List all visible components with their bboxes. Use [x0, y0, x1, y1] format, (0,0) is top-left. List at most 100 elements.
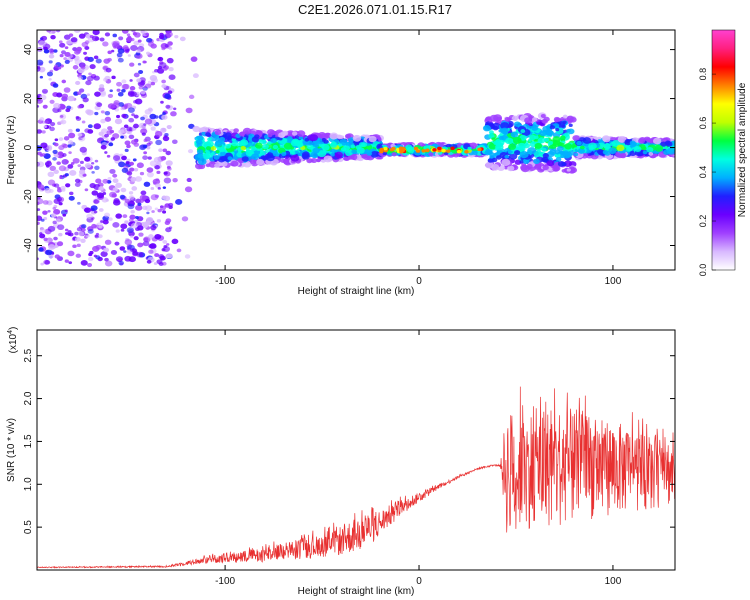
heatmap-cell: [60, 119, 67, 125]
heatmap-cell: [44, 260, 51, 265]
heatmap-cell: [553, 164, 559, 169]
heatmap-cell: [82, 173, 87, 177]
heatmap-cell: [98, 86, 105, 92]
heatmap-cell: [498, 135, 504, 140]
heatmap-cell: [116, 114, 121, 119]
heatmap-cell: [119, 153, 124, 157]
heatmap-cell: [564, 143, 573, 150]
heatmap-cell: [225, 132, 232, 138]
heatmap-cell: [91, 161, 95, 165]
heatmap-cell: [136, 49, 142, 54]
heatmap-cell: [129, 62, 135, 67]
heatmap-cell: [547, 140, 554, 146]
heatmap-cell: [46, 125, 52, 129]
heatmap-cell: [151, 210, 155, 213]
heatmap-cell: [100, 118, 106, 124]
heatmap-cell: [165, 218, 172, 223]
heatmap-cell: [74, 236, 81, 242]
heatmap-cell: [272, 144, 279, 150]
heatmap-cell: [132, 158, 137, 162]
heatmap-cell: [205, 146, 211, 151]
heatmap-cell: [100, 251, 108, 257]
heatmap-cell: [164, 93, 172, 99]
heatmap-cell: [467, 146, 472, 151]
heatmap-cell: [428, 152, 434, 157]
heatmap-cell: [519, 151, 529, 159]
heatmap-cell: [61, 143, 67, 148]
heatmap-cell: [48, 244, 56, 250]
heatmap-cell: [121, 30, 129, 34]
heatmap-cell: [174, 34, 179, 39]
heatmap-cell: [201, 153, 210, 160]
heatmap-cell: [64, 46, 69, 50]
heatmap-cell: [135, 204, 143, 211]
heatmap-cell: [115, 213, 123, 219]
heatmap-cell: [541, 147, 547, 152]
heatmap-cell: [47, 179, 56, 186]
heatmap-cell: [104, 257, 109, 262]
heatmap-cell: [238, 131, 245, 137]
heatmap-cell: [281, 151, 287, 157]
heatmap-cell: [214, 140, 223, 147]
heatmap-cell: [117, 92, 124, 97]
heatmap-cell: [432, 148, 437, 152]
heatmap-cell: [78, 231, 85, 237]
heatmap-cell: [97, 234, 103, 239]
heatmap-cell: [129, 86, 136, 91]
heatmap-cell: [634, 146, 642, 152]
heatmap-cell: [464, 150, 469, 154]
heatmap-cell: [105, 67, 112, 73]
heatmap-cell: [72, 244, 77, 249]
heatmap-cell: [241, 156, 249, 162]
heatmap-cell: [79, 169, 86, 175]
snr-panel: -100 0 100 0.5 1.0 1.5 2.0 2.5 Height of strai…: [6, 327, 676, 597]
heatmap-cell: [162, 210, 167, 214]
heatmap-cell: [37, 184, 45, 190]
heatmap-cell: [126, 126, 133, 132]
heatmap-cell: [87, 129, 94, 134]
heatmap-cell: [546, 130, 555, 137]
heatmap-cell: [151, 77, 158, 84]
heatmap-cell: [140, 30, 145, 34]
heatmap-cell: [49, 99, 55, 104]
heatmap-cell: [628, 148, 633, 152]
heatmap-cell: [541, 156, 549, 163]
heatmap-cell: [321, 138, 327, 142]
heatmap-cell: [134, 98, 143, 105]
heatmap-cell: [192, 125, 201, 133]
heatmap-cell: [504, 154, 510, 159]
heatmap-cell: [109, 168, 116, 174]
heatmap-cell: [173, 107, 177, 111]
heatmap-cell: [129, 79, 133, 82]
heatmap-cell: [126, 171, 133, 176]
colorbar-tick-label: 0.6: [698, 117, 708, 130]
heatmap-cell: [379, 147, 385, 152]
heatmap-cell: [555, 157, 562, 162]
heatmap-cell: [140, 90, 146, 95]
heatmap-cell: [81, 41, 89, 48]
heatmap-cell: [562, 120, 567, 124]
heatmap-cell: [95, 58, 102, 64]
heatmap-cell: [546, 160, 555, 167]
heatmap-cell: [110, 250, 118, 255]
heatmap-cell: [48, 60, 53, 64]
x-tick-label: -100: [215, 576, 235, 587]
heatmap-cell: [118, 36, 124, 41]
heatmap-cell: [166, 124, 172, 130]
heatmap-x-ticks: -100 0 100: [215, 30, 622, 287]
heatmap-x-label: Height of straight line (km): [298, 286, 415, 297]
heatmap-cell: [77, 164, 82, 168]
heatmap-cell: [240, 140, 247, 146]
heatmap-cell: [542, 164, 549, 171]
heatmap-cell: [164, 132, 169, 137]
heatmap-cell: [563, 152, 571, 159]
heatmap-cell: [80, 224, 87, 229]
y-tick-label: 1.5: [23, 434, 34, 448]
heatmap-cell: [86, 109, 94, 116]
heatmap-cell: [306, 140, 313, 146]
heatmap-cell: [176, 248, 182, 253]
heatmap-cell: [255, 130, 262, 136]
heatmap-cell: [57, 224, 65, 231]
heatmap-cell: [507, 165, 515, 172]
heatmap-cell: [148, 234, 154, 239]
